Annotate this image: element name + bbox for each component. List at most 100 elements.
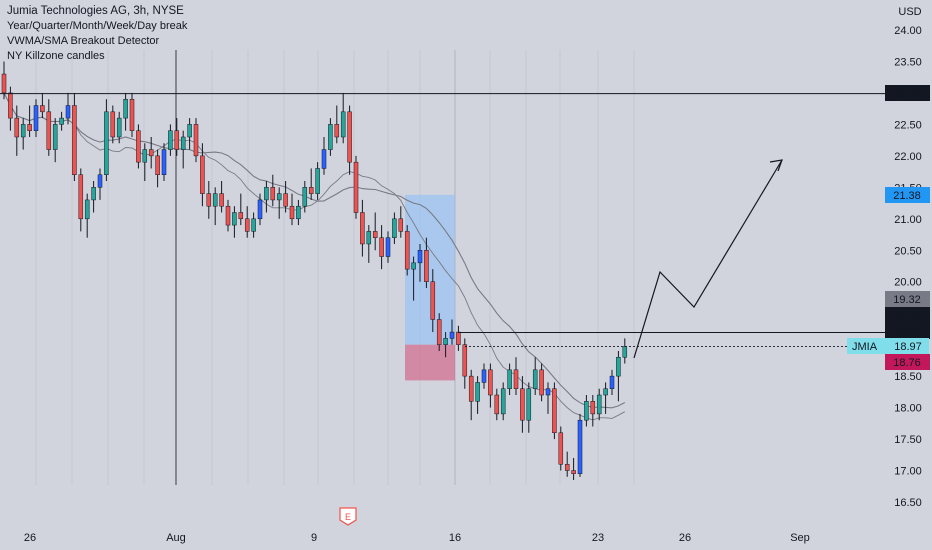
- candle-body: [264, 187, 269, 201]
- price-tag: [885, 307, 930, 323]
- symbol-title: Jumia Technologies AG, 3h, NYSE: [7, 5, 184, 17]
- candle-body: [577, 419, 583, 474]
- candle-body: [360, 212, 365, 245]
- candle-body: [590, 401, 596, 415]
- y-tick-label: 23.50: [894, 56, 922, 68]
- candle-body: [78, 174, 84, 220]
- price-tag-text: 19.32: [893, 294, 921, 306]
- candle-body: [334, 124, 340, 138]
- symbol-price-label: 18.97: [894, 341, 922, 353]
- candle-body: [142, 149, 148, 163]
- candle-body: [200, 155, 205, 194]
- y-tick-label: 16.50: [894, 497, 922, 509]
- projection-drawing[interactable]: [633, 159, 783, 359]
- price-tag: [885, 291, 930, 307]
- candle-body: [174, 130, 180, 150]
- candle-body: [136, 130, 141, 163]
- price-tag: [885, 85, 930, 101]
- indicator-label: VWMA/SMA Breakout Detector: [7, 35, 160, 47]
- candle-body: [110, 111, 116, 138]
- candle-body: [513, 369, 519, 389]
- candle-body: [206, 193, 212, 207]
- candle-body: [289, 205, 295, 220]
- candle-body: [155, 155, 160, 175]
- candle-body: [398, 218, 404, 232]
- candle-body: [353, 161, 359, 213]
- y-tick-label: 20.00: [894, 277, 922, 289]
- candle-body: [488, 369, 493, 396]
- candle-body: [244, 218, 250, 232]
- candle-body: [148, 149, 154, 157]
- candle-body: [283, 193, 288, 207]
- candle-body: [315, 168, 320, 194]
- candle-body: [225, 205, 231, 226]
- candle-body: [545, 388, 551, 396]
- candle-body: [424, 250, 429, 282]
- price-tag-text: 21.38: [893, 190, 921, 202]
- candle-body: [8, 92, 13, 119]
- candle-body: [571, 470, 576, 474]
- candle-body: [372, 231, 378, 238]
- indicator-label: NY Killzone candles: [7, 50, 105, 62]
- candle-body: [430, 281, 436, 320]
- price-tag-text: 18.76: [893, 357, 921, 369]
- candle-body: [14, 117, 20, 138]
- y-tick-label: 18.00: [894, 403, 922, 415]
- x-tick-label: 26: [24, 532, 36, 544]
- candle-body: [411, 262, 416, 270]
- y-tick-label: 17.00: [894, 466, 922, 478]
- buy-zone-box: [405, 194, 455, 345]
- moving-average-line: [3, 92, 626, 409]
- x-tick-label: Sep: [790, 532, 810, 544]
- y-tick-label: 22.00: [894, 151, 922, 163]
- candle-body: [180, 136, 186, 150]
- candle-body: [468, 375, 474, 402]
- candle-body: [270, 187, 276, 201]
- candle-body: [500, 388, 506, 415]
- y-tick-label: 24.00: [894, 25, 922, 37]
- candle-body: [232, 212, 237, 226]
- killzone-boxes: [405, 194, 455, 381]
- y-tick-label: 18.50: [894, 371, 922, 383]
- x-tick-label: 16: [449, 532, 461, 544]
- candle-body: [564, 463, 570, 471]
- candle-body: [65, 105, 71, 119]
- candle-body: [308, 187, 314, 194]
- candle-body: [168, 130, 173, 150]
- earnings-marker[interactable]: E: [339, 507, 357, 526]
- symbol-label: JMIA: [852, 341, 878, 353]
- sell-zone-box: [405, 344, 455, 381]
- candle-body: [302, 187, 308, 207]
- candle-body: [296, 205, 301, 220]
- y-tick-label: 20.50: [894, 245, 922, 257]
- candle-body: [392, 218, 397, 238]
- candle-body: [456, 331, 461, 345]
- candle-body: [443, 338, 448, 345]
- candle-body: [609, 375, 615, 389]
- candle-body: [475, 382, 480, 402]
- candle-body: [187, 124, 192, 138]
- price-tag: [885, 354, 930, 370]
- candle-body: [379, 237, 384, 257]
- candle-body: [276, 193, 282, 201]
- y-tick-label: 21.00: [894, 214, 922, 226]
- candle-body: [558, 432, 564, 465]
- candle-body: [123, 98, 128, 119]
- candle-body: [552, 388, 557, 434]
- candle-body: [97, 174, 103, 188]
- x-tick-label: 23: [592, 532, 604, 544]
- candle-body: [161, 149, 167, 175]
- candle-body: [72, 105, 77, 175]
- y-tick-label: 22.50: [894, 119, 922, 131]
- time-axis[interactable]: 26 Aug 9 16 23 26 Sep: [24, 532, 810, 544]
- candle-body: [84, 199, 90, 220]
- candle-body: [385, 237, 391, 257]
- candle-body: [52, 124, 58, 150]
- candle-body: [532, 369, 538, 389]
- x-tick-label: Aug: [166, 532, 186, 544]
- arrow-head: [769, 159, 783, 172]
- y-tick-label: 17.50: [894, 434, 922, 446]
- price-axis[interactable]: USD24.0023.5023.0022.5022.0021.5021.0020…: [894, 6, 922, 509]
- candle-body: [404, 231, 410, 270]
